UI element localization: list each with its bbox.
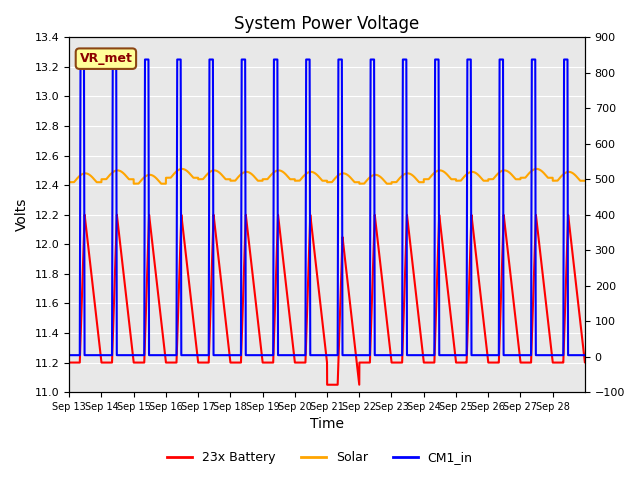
23x Battery [81, 212, 88, 217]
Solar [65, 180, 73, 185]
Line: CM1_in: CM1_in [69, 60, 585, 355]
Solar [377, 175, 385, 180]
Solar [396, 175, 404, 180]
CM1_in [548, 352, 556, 358]
23x Battery [309, 237, 317, 242]
23x Battery [65, 360, 73, 365]
Line: Solar: Solar [69, 169, 585, 184]
CM1_in [194, 352, 202, 358]
Solar [178, 166, 186, 172]
23x Battery [194, 356, 202, 362]
CM1_in [65, 352, 73, 358]
Line: 23x Battery: 23x Battery [69, 215, 585, 385]
Y-axis label: Volts: Volts [15, 198, 29, 231]
Solar [581, 178, 589, 184]
Solar [548, 175, 556, 180]
X-axis label: Time: Time [310, 418, 344, 432]
CM1_in [309, 352, 317, 358]
CM1_in [77, 57, 84, 62]
23x Battery [377, 268, 385, 274]
23x Battery [581, 360, 589, 365]
Solar [194, 175, 202, 180]
Solar [309, 169, 317, 175]
CM1_in [396, 352, 404, 358]
23x Battery [323, 382, 331, 388]
Text: VR_met: VR_met [79, 52, 132, 65]
Solar [130, 181, 138, 187]
Solar [435, 168, 442, 173]
CM1_in [377, 352, 385, 358]
23x Battery [396, 360, 404, 365]
23x Battery [435, 234, 442, 240]
CM1_in [435, 57, 442, 62]
Title: System Power Voltage: System Power Voltage [234, 15, 420, 33]
CM1_in [581, 352, 589, 358]
23x Battery [548, 349, 556, 355]
Legend: 23x Battery, Solar, CM1_in: 23x Battery, Solar, CM1_in [163, 446, 477, 469]
